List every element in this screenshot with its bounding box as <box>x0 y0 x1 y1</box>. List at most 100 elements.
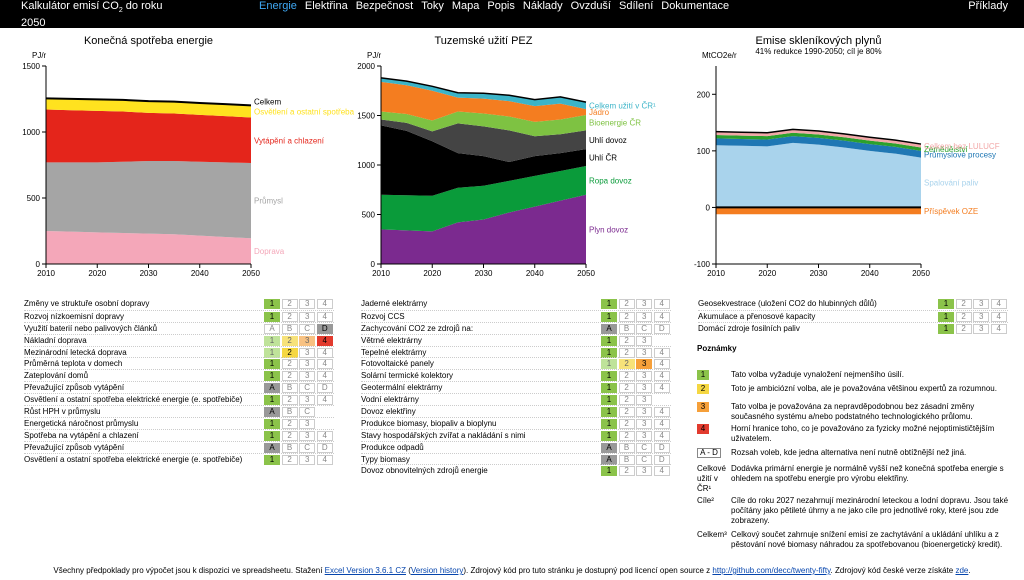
lever-choice-4[interactable]: 4 <box>316 359 333 370</box>
lever-choice-1[interactable]: 1 <box>264 371 280 382</box>
lever-choice-d[interactable]: D <box>653 442 670 453</box>
lever-choice-2[interactable]: 2 <box>955 323 972 334</box>
nav-bezpecnost[interactable]: Bezpečnost <box>355 0 414 12</box>
lever-choice-4[interactable]: 4 <box>316 395 333 406</box>
lever-choice-1[interactable]: 1 <box>601 407 617 418</box>
lever-choice-3[interactable]: 3 <box>299 347 316 358</box>
lever-choice-1[interactable]: 1 <box>264 299 280 309</box>
lever-choice-2[interactable]: 2 <box>618 407 635 418</box>
lever-choice-c[interactable]: C <box>636 323 653 334</box>
lever-choice-4[interactable]: 4 <box>653 359 670 370</box>
lever-choice-3[interactable]: 3 <box>299 430 316 441</box>
lever-name[interactable]: Solární termické kolektory <box>361 371 454 381</box>
nav-dokumentace[interactable]: Dokumentace <box>661 0 730 12</box>
lever-choice-c[interactable]: C <box>299 383 316 394</box>
lever-choice-3[interactable]: 3 <box>973 323 990 334</box>
lever-choice-1[interactable]: 1 <box>264 347 280 358</box>
lever-name[interactable]: Jaderné elektrárny <box>361 299 428 308</box>
lever-name[interactable]: Geotermální elektrárny <box>361 383 443 393</box>
lever-choice-c[interactable]: C <box>299 323 316 334</box>
lever-choice-c[interactable]: C <box>636 454 653 465</box>
lever-name[interactable]: Změny ve struktuře osobní dopravy <box>24 299 150 308</box>
lever-choice-d[interactable]: D <box>316 383 333 394</box>
lever-choice-a[interactable]: A <box>264 442 280 453</box>
lever-choice-3[interactable]: 3 <box>636 383 653 394</box>
version-history-link[interactable]: Version history <box>410 566 464 575</box>
lever-choice-3[interactable]: 3 <box>299 335 316 346</box>
lever-choice-3[interactable]: 3 <box>299 311 316 322</box>
lever-choice-2[interactable]: 2 <box>618 383 635 394</box>
lever-choice-4[interactable]: 4 <box>316 371 333 382</box>
lever-choice-1[interactable]: 1 <box>601 383 617 394</box>
lever-name[interactable]: Vodní elektrárny <box>361 395 419 405</box>
lever-name[interactable]: Fotovoltaické panely <box>361 359 434 369</box>
lever-choice-4[interactable]: 4 <box>653 383 670 394</box>
lever-choice-1[interactable]: 1 <box>601 430 617 441</box>
lever-choice-3[interactable]: 3 <box>636 299 653 309</box>
lever-choice-b[interactable]: B <box>281 383 298 394</box>
lever-choice-2[interactable]: 2 <box>281 299 298 309</box>
lever-choice-a[interactable]: A <box>601 442 617 453</box>
lever-name[interactable]: Geosekvestrace (uložení CO2 do hlubinnýc… <box>698 299 877 308</box>
lever-name[interactable]: Energetická náročnost průmyslu <box>24 418 139 428</box>
lever-choice-4[interactable]: 4 <box>653 418 670 429</box>
excel-download-link[interactable]: Excel Version 3.6.1 CZ <box>324 566 407 575</box>
lever-choice-1[interactable]: 1 <box>264 395 280 406</box>
nav-energie[interactable]: Energie <box>259 0 297 12</box>
lever-choice-3[interactable]: 3 <box>299 418 316 429</box>
lever-name[interactable]: Stavy hospodářských zvířat a nakládání s… <box>361 430 526 440</box>
lever-choice-b[interactable]: B <box>618 323 635 334</box>
lever-name[interactable]: Typy biomasy <box>361 454 410 464</box>
lever-choice-d[interactable]: D <box>653 323 670 334</box>
lever-choice-1[interactable]: 1 <box>601 311 617 322</box>
lever-choice-2[interactable]: 2 <box>955 311 972 322</box>
lever-choice-2[interactable]: 2 <box>281 335 298 346</box>
lever-choice-1[interactable]: 1 <box>601 347 617 358</box>
lever-choice-3[interactable]: 3 <box>299 395 316 406</box>
app-title[interactable]: Kalkulátor emisí CO2 do roku 2050 <box>21 0 171 30</box>
lever-choice-2[interactable]: 2 <box>618 395 635 406</box>
lever-choice-3[interactable]: 3 <box>299 454 316 465</box>
lever-name[interactable]: Dovoz elektřiny <box>361 407 416 417</box>
lever-choice-1[interactable]: 1 <box>601 299 617 309</box>
lever-choice-1[interactable]: 1 <box>601 466 617 477</box>
lever-name[interactable]: Nákladní doprava <box>24 335 87 345</box>
lever-name[interactable]: Růst HPH v průmyslu <box>24 407 101 417</box>
lever-name[interactable]: Mezinárodní letecká doprava <box>24 347 127 357</box>
lever-choice-2[interactable]: 2 <box>281 359 298 370</box>
lever-choice-1[interactable]: 1 <box>601 395 617 406</box>
lever-name[interactable]: Průměrná teplota v domech <box>24 359 123 369</box>
lever-choice-2[interactable]: 2 <box>281 311 298 322</box>
lever-choice-3[interactable]: 3 <box>973 311 990 322</box>
lever-name[interactable]: Zachycování CO2 ze zdrojů na: <box>361 323 474 333</box>
examples-link[interactable]: Příklady <box>968 0 1008 12</box>
lever-choice-2[interactable]: 2 <box>281 418 298 429</box>
nav-sdileni[interactable]: Sdílení <box>619 0 654 12</box>
lever-choice-2[interactable]: 2 <box>618 418 635 429</box>
lever-choice-3[interactable]: 3 <box>636 418 653 429</box>
lever-name[interactable]: Dovoz obnovitelných zdrojů energie <box>361 466 488 476</box>
lever-choice-3[interactable]: 3 <box>636 407 653 418</box>
lever-choice-1[interactable]: 1 <box>601 418 617 429</box>
lever-name[interactable]: Osvětlení a ostatní spotřeba elektrické … <box>24 454 243 464</box>
lever-choice-2[interactable]: 2 <box>618 335 635 346</box>
lever-name[interactable]: Akumulace a přenosové kapacity <box>698 311 816 321</box>
nav-popis[interactable]: Popis <box>487 0 515 12</box>
lever-choice-b[interactable]: B <box>618 442 635 453</box>
lever-name[interactable]: Produkce odpadů <box>361 442 424 452</box>
lever-name[interactable]: Využití baterií nebo palivových článků <box>24 323 158 333</box>
lever-choice-1[interactable]: 1 <box>264 359 280 370</box>
lever-choice-4[interactable]: 4 <box>316 311 333 322</box>
lever-choice-4[interactable]: 4 <box>316 299 333 309</box>
lever-choice-a[interactable]: A <box>601 323 617 334</box>
lever-choice-2[interactable]: 2 <box>618 430 635 441</box>
lever-choice-3[interactable]: 3 <box>299 371 316 382</box>
lever-name[interactable]: Převažující způsob vytápění <box>24 442 125 452</box>
nav-mapa[interactable]: Mapa <box>451 0 480 12</box>
lever-choice-3[interactable]: 3 <box>636 395 653 406</box>
lever-name[interactable]: Osvětlení a ostatní spotřeba elektrické … <box>24 395 243 405</box>
lever-choice-4[interactable]: 4 <box>653 311 670 322</box>
nav-elektrina[interactable]: Elektřina <box>304 0 348 12</box>
lever-choice-1[interactable]: 1 <box>264 454 280 465</box>
lever-choice-3[interactable]: 3 <box>636 311 653 322</box>
